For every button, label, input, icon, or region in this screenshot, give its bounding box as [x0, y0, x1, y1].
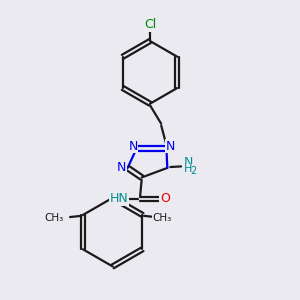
- Text: CH₃: CH₃: [44, 213, 63, 223]
- Text: HN: HN: [110, 193, 129, 206]
- Text: N: N: [184, 156, 193, 169]
- Text: N: N: [117, 161, 126, 174]
- Text: O: O: [160, 193, 170, 206]
- Text: H: H: [184, 164, 192, 174]
- Text: Cl: Cl: [144, 18, 156, 31]
- Text: 2: 2: [190, 166, 196, 176]
- Text: N: N: [165, 140, 175, 153]
- Text: CH₃: CH₃: [152, 213, 172, 223]
- Text: N: N: [128, 140, 138, 153]
